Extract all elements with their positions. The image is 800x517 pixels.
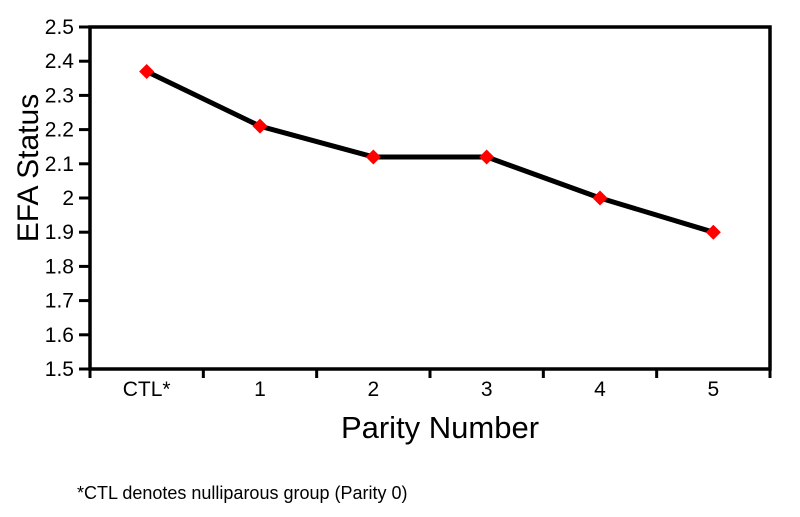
y-tick-label: 2.5 [45, 16, 74, 39]
x-tick-label: 3 [481, 378, 493, 401]
y-tick-label: 2.2 [45, 119, 74, 142]
chart-footnote: *CTL denotes nulliparous group (Parity 0… [77, 483, 408, 503]
y-tick-label: 2 [62, 187, 74, 210]
y-tick-label: 2.3 [45, 84, 74, 107]
data-point-marker [365, 149, 381, 165]
y-tick-label: 1.9 [45, 221, 74, 244]
data-point-marker [479, 149, 495, 165]
data-point-marker [252, 118, 268, 134]
y-tick-label: 1.8 [45, 255, 74, 278]
plot-frame [88, 25, 772, 371]
y-tick-label: 2.1 [45, 153, 74, 176]
y-tick-label: 1.7 [45, 290, 74, 313]
x-tick-label: 4 [594, 378, 606, 401]
data-line [144, 68, 716, 235]
x-tick-label: CTL* [123, 378, 171, 401]
x-tick-label: 1 [254, 378, 266, 401]
x-axis-title: Parity Number [340, 410, 540, 445]
y-tick-label: 2.4 [45, 50, 75, 73]
x-tick-label: 2 [367, 378, 379, 401]
data-point-marker [592, 190, 608, 206]
y-tick-label: 1.6 [45, 324, 74, 347]
data-point-marker [705, 224, 721, 240]
y-tick-label: 1.5 [45, 358, 74, 381]
y-axis-title: EFA Status [12, 93, 45, 243]
x-tick-label: 5 [707, 378, 719, 401]
data-point-marker [139, 63, 155, 79]
